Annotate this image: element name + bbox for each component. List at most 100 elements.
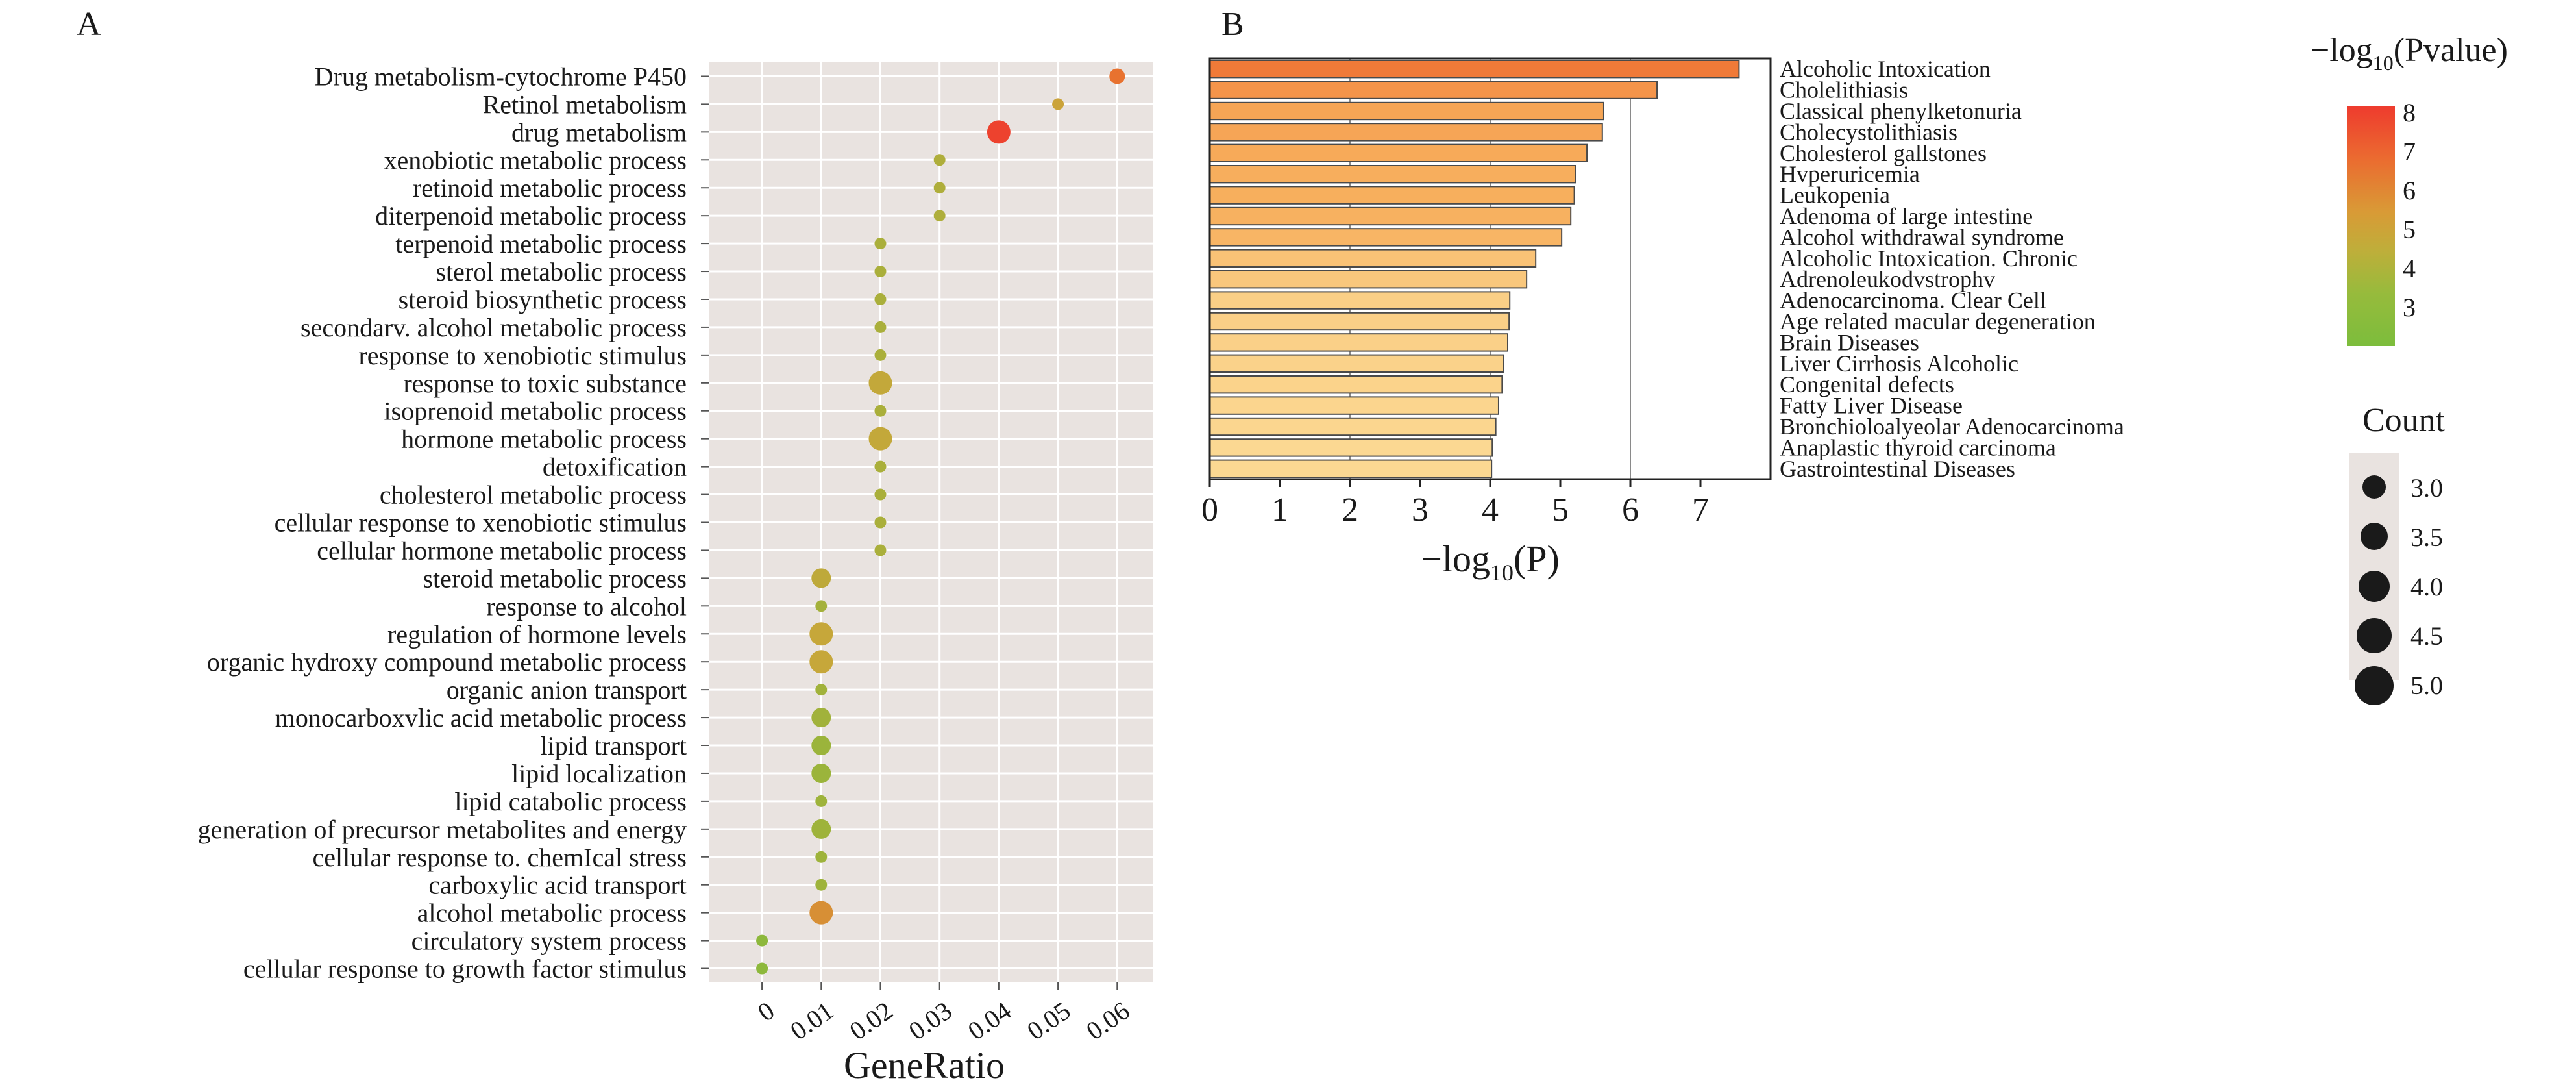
y-label-sterol-metabolic-process: sterol metabolic process [435,257,687,286]
size-legend-label-3-5: 3.5 [2410,523,2443,552]
bar-gastrointestinal-diseases [1209,459,1493,478]
size-legend-dot-3-0 [2362,475,2386,499]
bar-liver-cirrhosis-alcoholic [1209,354,1504,373]
y-label-detoxification: detoxification [543,453,687,482]
x-tick-label-b-3: 3 [1412,492,1429,529]
y-label-secondarv-alcohol-metabolic-process: secondarv. alcohol metabolic process [301,313,687,342]
y-label-hormone-metabolic-process: hormone metabolic process [401,425,687,454]
dot-sterol-metabolic-process [874,266,887,278]
dot-drug-metabolism [987,120,1011,144]
y-label-monocarboxvlic-acid-metabolic-process: monocarboxvlic acid metabolic process [275,703,687,732]
color-legend-tick-8: 8 [2403,98,2416,127]
color-legend-tick-6: 6 [2403,176,2416,205]
bar-alcoholic-intoxication-chronic [1209,249,1537,268]
x-tick-label-3: 0.03 [903,996,957,1046]
bar-label-leukopenia: Leukopenia [1780,182,1890,208]
dot-cholesterol-metabolic-process [874,488,887,501]
bar-alcohol-withdrawal-syndrome [1209,228,1563,247]
size-legend-label-3-0: 3.0 [2410,473,2443,503]
dot-monocarboxvlic-acid-metabolic-process [811,708,831,728]
y-label-lipid-localization: lipid localization [511,759,687,788]
y-label-carboxylic-acid-transport: carboxylic acid transport [428,871,687,900]
y-label-steroid-metabolic-process: steroid metabolic process [423,564,687,593]
dot-steroid-biosynthetic-process [874,293,887,305]
dot-alcohol-metabolic-process [809,901,833,925]
bar-label-cholecystolithiasis: Cholecystolithiasis [1780,119,1957,145]
y-label-cellular-response-to-chemical-stress: cellular response to. chemIcal stress [313,843,687,872]
bar-label-hvperuricemia: Hvperuricemia [1780,161,1920,187]
dot-organic-hydroxy-compound-metabolic-process [809,650,833,674]
bar-age-related-macular-degeneration [1209,312,1510,331]
dot-lipid-transport [811,736,831,756]
bar-adenoma-of-large-intestine [1209,206,1572,226]
size-legend-label-4-0: 4.0 [2410,572,2443,601]
dot-retinol-metabolism [1052,98,1064,110]
y-label-retinoid-metabolic-process: retinoid metabolic process [413,173,687,203]
x-tick-label-b-7: 7 [1692,492,1709,529]
bar-cholelithiasis [1209,81,1658,99]
y-label-cellular-response-to-growth-factor-stimulus: cellular response to growth factor stimu… [243,954,687,984]
size-legend-dot-4-5 [2357,618,2392,653]
y-label-xenobiotic-metabolic-process: xenobiotic metabolic process [384,145,687,175]
y-label-drug-metabolism: drug metabolism [511,118,687,147]
dot-steroid-metabolic-process [811,568,831,588]
bar-label-adenocarcinoma-clear-cell: Adenocarcinoma. Clear Cell [1780,288,2046,314]
size-legend-dot-5-0 [2355,666,2394,705]
y-label-lipid-catabolic-process: lipid catabolic process [454,787,687,816]
color-legend: −log10(Pvalue) 8 7 6 5 4 3 [2311,31,2570,356]
x-tick-label-b-1: 1 [1271,492,1288,529]
x-tick-label-5: 0.05 [1022,996,1075,1046]
bar-hvperuricemia [1209,165,1576,184]
x-tick-label-b-5: 5 [1552,492,1569,529]
size-legend-title: Count [2362,402,2446,439]
y-label-generation-of-precursor-metabolites-and-energy: generation of precursor metabolites and … [198,815,687,844]
y-label-organic-hydroxy-compound-metabolic-process: organic hydroxy compound metabolic proce… [207,647,687,677]
x-tick-label-b-0: 0 [1201,492,1218,529]
bar-classical-phenylketonuria [1209,101,1604,121]
color-legend-tick-3: 3 [2403,293,2416,322]
dot-generation-of-precursor-metabolites-and-energy [811,819,831,839]
x-tick-label-b-2: 2 [1342,492,1358,529]
y-label-drug-metabolism-cytochrome-p450: Drug metabolism-cytochrome P450 [315,62,687,91]
panel-b-letter: B [1221,6,1244,43]
bar-leukopenia [1209,186,1575,205]
bar-label-alcoholic-intoxication: Alcoholic Intoxication [1780,56,1991,82]
bar-label-adenoma-of-large-intestine: Adenoma of large intestine [1780,203,2033,229]
dot-hormone-metabolic-process [868,427,892,451]
x-axis-title-b-sub: 10 [1490,560,1514,586]
y-label-isoprenoid-metabolic-process: isoprenoid metabolic process [384,397,687,426]
dot-cellular-hormone-metabolic-process [874,544,887,556]
y-label-circulatory-system-process: circulatory system process [411,927,687,956]
size-legend-label-4-5: 4.5 [2410,621,2443,651]
y-label-cellular-hormone-metabolic-process: cellular hormone metabolic process [317,536,687,565]
color-legend-title: −log10(Pvalue) [2311,32,2508,75]
x-axis-title-b-prefix: −log [1421,538,1490,580]
y-label-response-to-alcohol: response to alcohol [486,592,687,621]
dot-cellular-response-to-growth-factor-stimulus [756,962,768,975]
dot-lipid-localization [811,763,831,783]
y-label-cholesterol-metabolic-process: cholesterol metabolic process [380,480,687,510]
bar-alcoholic-intoxication [1209,60,1740,79]
x-tick-label-4: 0.04 [963,996,1016,1046]
bar-label-anaplastic-thyroid-carcinoma: Anaplastic thyroid carcinoma [1780,434,2056,460]
bar-brain-diseases [1209,333,1508,352]
bar-cholecystolithiasis [1209,123,1603,142]
dot-xenobiotic-metabolic-process [933,154,946,166]
dot-diterpenoid-metabolic-process [933,210,946,222]
bar-cholesterol-gallstones [1209,143,1588,163]
bar-label-age-related-macular-degeneration: Age related macular degeneration [1780,308,2096,334]
dot-carboxylic-acid-transport [815,879,828,891]
color-legend-gradient [2347,106,2395,346]
y-label-lipid-transport: lipid transport [540,731,687,760]
color-legend-tick-7: 7 [2403,137,2416,166]
size-legend-dot-4-0 [2359,571,2390,602]
dot-lipid-catabolic-process [815,795,828,807]
y-label-response-to-toxic-substance: response to toxic substance [403,369,687,398]
x-tick-label-0: 0 [752,996,779,1027]
bar-label-cholelithiasis: Cholelithiasis [1780,77,1908,103]
panel-a-letter: A [77,6,101,43]
x-axis-title-b-suffix: (P) [1514,538,1560,580]
color-legend-tick-4: 4 [2403,254,2416,283]
x-axis-title-a: GeneRatio [844,1044,1005,1085]
